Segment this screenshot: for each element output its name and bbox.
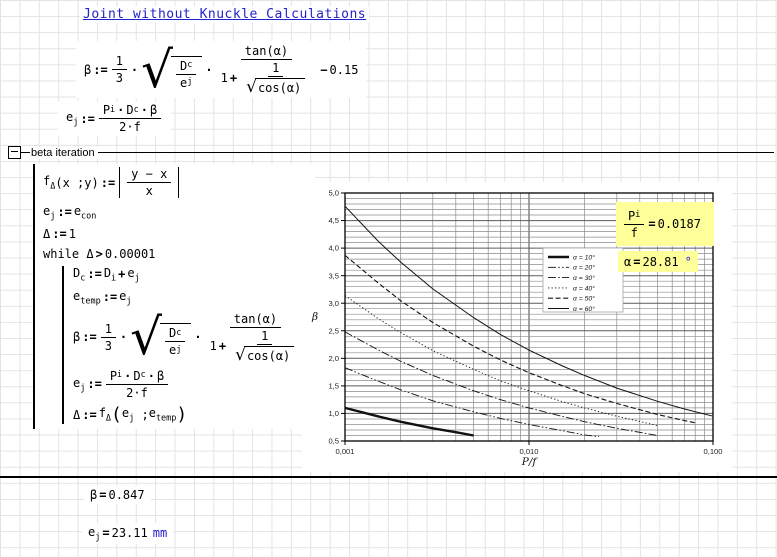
svg-text:5,0: 5,0 bbox=[328, 189, 339, 198]
const-015: 0.15 bbox=[329, 62, 359, 77]
pf-value: 0.0187 bbox=[657, 217, 701, 231]
equals-op: = bbox=[99, 488, 107, 502]
var-beta: β bbox=[84, 62, 92, 77]
svg-text:α = 60°: α = 60° bbox=[573, 305, 595, 313]
fraction-tan-term: tan(α) 1 + 1 √ cos(α) bbox=[217, 44, 317, 98]
equals-op: = bbox=[648, 217, 656, 231]
minus-op: − bbox=[320, 62, 328, 77]
svg-text:0,010: 0,010 bbox=[519, 447, 538, 456]
multiply-op: · bbox=[130, 62, 139, 77]
svg-text:0,100: 0,100 bbox=[703, 447, 722, 456]
program-line-delta-update: Δ := fΔ ( ej ; etemp ) bbox=[73, 403, 188, 425]
curve-α = 30° bbox=[344, 331, 658, 436]
radical-icon: √ bbox=[141, 40, 174, 99]
curve-α = 60° bbox=[344, 205, 714, 417]
equals-op: = bbox=[102, 526, 110, 541]
mm-unit: mm bbox=[152, 526, 168, 541]
collapse-minus-icon[interactable] bbox=[8, 146, 21, 159]
equals-op: = bbox=[633, 254, 641, 269]
collapsible-area-header: beta iteration bbox=[8, 146, 774, 159]
result-beta[interactable]: β = 0.847 bbox=[84, 486, 151, 504]
program-line-dc: Dc := Di + ej bbox=[73, 265, 140, 284]
program-line-delta-init: Δ := 1 bbox=[43, 226, 76, 241]
area-label: beta iteration bbox=[30, 146, 98, 159]
curve-α = 20° bbox=[344, 367, 600, 438]
result-ej[interactable]: ej = 23.11 mm bbox=[82, 523, 174, 544]
chart-legend: α = 10° α = 20° α = 30° α = 40° α = 50° α = 6… bbox=[542, 247, 624, 313]
alpha-value: 28.81 bbox=[642, 254, 679, 269]
area-dash bbox=[21, 152, 30, 153]
svg-text:4,5: 4,5 bbox=[328, 216, 339, 225]
worksheet-title-link[interactable]: Joint without Knuckle Calculations bbox=[80, 6, 370, 23]
chart-curves bbox=[344, 205, 714, 438]
assign-op: := bbox=[80, 111, 95, 126]
beta-vs-pf-chart: 0,001 0,010 0,100 0,5 1,0 1,5 2,0 2,5 3,0 3,5 4,0 4… bbox=[302, 182, 732, 472]
ej-value: 23.11 bbox=[111, 526, 148, 541]
collapsible-area-footer-line bbox=[0, 476, 777, 478]
svg-text:α = 20°: α = 20° bbox=[573, 264, 595, 272]
program-line-etemp: etemp := ej bbox=[73, 288, 132, 307]
x-axis-label: P/f bbox=[521, 456, 539, 468]
chart-axes: 0,001 0,010 0,100 0,5 1,0 1,5 2,0 2,5 3,0 3,5 4,0 4… bbox=[311, 189, 723, 468]
svg-text:2,0: 2,0 bbox=[328, 354, 339, 363]
assign-op: := bbox=[93, 62, 108, 77]
svg-text:1,0: 1,0 bbox=[328, 409, 339, 418]
highlight-alpha-result[interactable]: α = 28.81 ° bbox=[618, 251, 698, 272]
svg-text:α = 10°: α = 10° bbox=[573, 253, 595, 261]
y-axis-label: β bbox=[311, 311, 318, 323]
radical-icon: √ bbox=[130, 308, 163, 367]
radical-icon: √ bbox=[246, 77, 257, 98]
svg-text:α = 40°: α = 40° bbox=[573, 284, 595, 292]
beta-value: 0.847 bbox=[108, 488, 145, 502]
multiply-op: · bbox=[205, 62, 213, 77]
program-line-while: while Δ > 0.00001 bbox=[43, 246, 156, 261]
area-rule bbox=[97, 152, 774, 153]
svg-text:1,5: 1,5 bbox=[328, 381, 339, 390]
curve-α = 40° bbox=[344, 295, 658, 427]
svg-text:2,5: 2,5 bbox=[328, 326, 339, 335]
svg-text:3,0: 3,0 bbox=[328, 299, 339, 308]
radical-icon: √ bbox=[235, 345, 246, 366]
curve-α = 50° bbox=[344, 254, 696, 424]
svg-text:4,0: 4,0 bbox=[328, 244, 339, 253]
svg-text:0,5: 0,5 bbox=[328, 437, 339, 446]
degree-unit: ° bbox=[684, 254, 692, 269]
curve-α = 10° bbox=[344, 406, 474, 437]
svg-text:0,001: 0,001 bbox=[335, 447, 354, 456]
svg-text:α = 30°: α = 30° bbox=[573, 274, 595, 282]
program-line-ej-econ: ej := econ bbox=[43, 204, 97, 222]
xy-plot-region[interactable]: 0,001 0,010 0,100 0,5 1,0 1,5 2,0 2,5 3,0 3,5 4,0 4… bbox=[302, 182, 732, 472]
var-ej: ej bbox=[88, 525, 101, 543]
var-beta: β bbox=[90, 488, 98, 502]
svg-text:3,5: 3,5 bbox=[328, 271, 339, 280]
svg-text:α = 50°: α = 50° bbox=[573, 295, 595, 303]
var-ej: ej bbox=[66, 110, 79, 128]
var-alpha: α bbox=[624, 254, 632, 269]
